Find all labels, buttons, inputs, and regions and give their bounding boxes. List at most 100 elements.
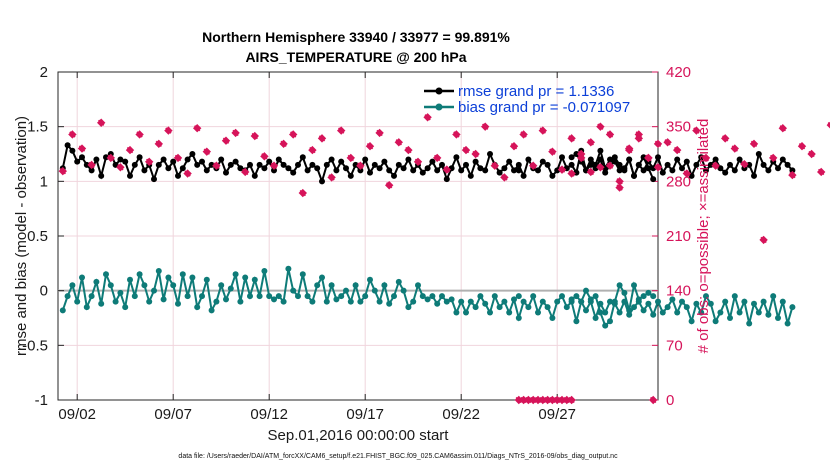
bias-point [79,274,85,281]
rmse-point [64,142,71,149]
bias-point [410,298,417,305]
rmse-point [722,169,729,176]
obs-assimilated-x [654,164,662,171]
obs-assimilated-x [414,158,422,165]
rmse-point [175,172,181,179]
rmse-point [275,156,282,163]
bias-point [170,282,177,289]
bias-point [568,296,575,303]
legend: rmse grand pr = 1.1336 bias grand pr = -… [424,83,630,116]
bias-point [482,300,489,307]
rmse-point [736,156,743,163]
obs-assimilated-x [117,164,124,171]
rmse-point [573,151,580,157]
obs-assimilated-x [338,127,345,134]
bias-point [299,271,306,278]
bias-point [376,298,383,305]
bias-point [506,309,513,316]
bias-point [184,293,191,300]
obs-assimilated-x [798,143,806,150]
rmse-point [453,154,460,161]
bias-point [232,271,239,278]
obs-assimilated-x [357,162,364,169]
rmse-point [645,165,652,172]
rmse-point [679,165,685,172]
rmse-point [405,156,412,163]
rmse-point [256,161,263,168]
obs-assimilated-x [568,396,575,404]
obs-assimilated-x [501,174,508,181]
rmse-point [463,161,469,168]
bias-point [607,298,613,305]
obs-assimilated-x [558,396,566,404]
y-left-tick-label: 1.5 [27,119,48,136]
rmse-point [703,167,709,174]
rmse-point [664,161,671,168]
rmse-point [626,156,633,163]
obs-assimilated-x [232,129,239,137]
y-right-tick-label: 210 [666,228,691,245]
obs-assimilated-x [347,154,354,162]
y-right-tick-label: 0 [666,392,674,409]
bias-point [602,322,609,329]
bias-point [775,315,781,321]
bias-point [223,296,229,303]
obs-assimilated-x [808,150,815,158]
obs-assimilated-x [328,174,335,181]
bias-point [122,304,129,311]
bias-point [290,287,297,294]
rmse-point [511,167,517,174]
rmse-point [131,161,138,168]
bias-point [664,304,671,311]
rmse-point [568,161,575,168]
bias-point [640,293,647,300]
bias-point [237,298,244,305]
rmse-point [400,165,407,172]
bias-point [338,293,345,300]
obs-assimilated-x [558,166,566,173]
rmse-point [333,167,340,174]
rmse-point [760,161,767,168]
bias-point [83,304,90,311]
rmse-point [559,154,565,161]
x-tick-label: 09/27 [538,406,576,423]
obs-assimilated-x [702,154,710,162]
y-axis-right-label: # of obs: o=possible; ×=assimilated [695,119,712,354]
bias-point [693,300,700,307]
rmse-point [266,158,273,165]
obs-assimilated-x [597,123,604,130]
rmse-point [323,161,330,168]
rmse-point [616,167,623,174]
bias-point [309,298,316,305]
obs-assimilated-x [650,396,657,404]
y-axis-right-ticks: 420 350 280 210 140 70 0 [652,64,691,409]
legend-bias-label: bias grand pr = -0.071097 [458,99,630,116]
bias-point [328,282,335,289]
bias-point [419,293,426,300]
y-left-tick-label: 0 [40,283,48,300]
rmse-point [602,169,609,176]
bias-point [539,298,546,305]
bias-point [175,300,181,307]
bias-point [443,298,450,305]
bias-point [770,293,777,300]
obs-assimilated-x [376,129,383,137]
bias-point [554,298,561,305]
rmse-point [203,167,210,174]
obs-assimilated-x [520,396,527,404]
rmse-point [285,165,292,172]
obs-assimilated-x [539,127,546,134]
bias-point [616,309,623,316]
obs-assimilated-x [635,135,642,142]
bias-point [266,293,273,300]
y-left-tick-label: 2 [40,64,48,81]
obs-assimilated-x [69,131,76,138]
rmse-point [779,156,786,163]
rmse-point [506,158,513,165]
obs-assimilated-x [664,139,671,146]
bias-point [218,282,225,289]
bias-point [583,307,589,314]
rmse-point [717,165,724,172]
obs-assimilated-x [654,140,662,148]
